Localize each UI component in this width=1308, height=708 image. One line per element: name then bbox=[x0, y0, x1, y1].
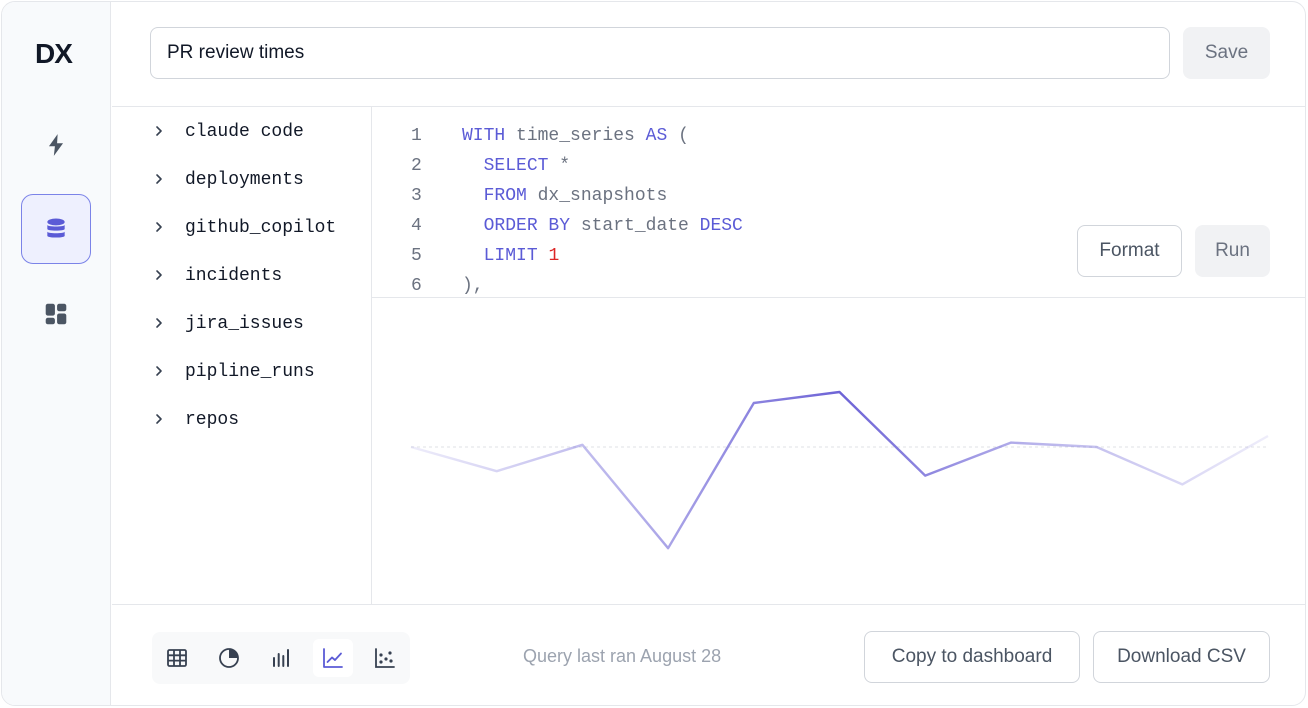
code-text: WITH time_series AS ( bbox=[462, 121, 689, 151]
format-button[interactable]: Format bbox=[1077, 225, 1182, 277]
table-tree-item[interactable]: repos bbox=[112, 396, 372, 444]
nav-database-button[interactable] bbox=[21, 194, 91, 264]
lightning-icon bbox=[48, 134, 64, 156]
query-title-input[interactable] bbox=[150, 27, 1170, 79]
header-divider bbox=[112, 106, 1305, 107]
code-token: FROM bbox=[483, 186, 527, 206]
scatter-chart-icon bbox=[375, 648, 395, 668]
code-token: 1 bbox=[548, 246, 560, 266]
line-number: 2 bbox=[411, 156, 422, 176]
nav-dashboard-button[interactable] bbox=[21, 279, 91, 349]
code-token: * bbox=[548, 156, 571, 176]
code-token: WITH bbox=[462, 126, 506, 146]
code-text: FROM dx_snapshots bbox=[462, 181, 668, 211]
table-name: incidents bbox=[185, 266, 283, 286]
nav-lightning-button[interactable] bbox=[21, 110, 91, 180]
line-number: 3 bbox=[411, 186, 422, 206]
code-token: SELECT bbox=[483, 156, 549, 176]
line-chart-icon bbox=[323, 648, 343, 668]
table-tree-item[interactable]: jira_issues bbox=[112, 300, 372, 348]
table-tree-item[interactable]: claude code bbox=[112, 108, 372, 156]
code-token: LIMIT bbox=[483, 246, 538, 266]
table-name: repos bbox=[185, 410, 240, 430]
code-token bbox=[538, 246, 549, 266]
code-token: dx_snapshots bbox=[526, 186, 668, 206]
tree-divider bbox=[371, 107, 372, 605]
sql-editor[interactable]: 1 WITH time_series AS (2 SELECT * 3 FROM d… bbox=[373, 108, 1305, 298]
viz-pie-button[interactable] bbox=[209, 639, 249, 677]
table-tree-item[interactable]: github_copilot bbox=[112, 204, 372, 252]
code-token bbox=[462, 186, 484, 206]
last-run-status: Query last ran August 28 bbox=[523, 646, 722, 666]
table-name: pipline_runs bbox=[185, 362, 315, 382]
database-icon bbox=[47, 218, 65, 238]
svg-text:DX: DX bbox=[35, 38, 73, 68]
chevron-right-icon bbox=[156, 126, 162, 136]
viz-bar-button[interactable] bbox=[261, 639, 301, 677]
copy-to-dashboard-button[interactable]: Copy to dashboard bbox=[864, 631, 1080, 683]
viz-line-button[interactable] bbox=[313, 639, 353, 677]
editor-divider bbox=[372, 297, 1305, 298]
code-text: SELECT * bbox=[462, 151, 570, 181]
code-token: time_series bbox=[505, 126, 646, 146]
chevron-right-icon bbox=[156, 270, 162, 280]
line-chart bbox=[410, 390, 1269, 550]
footer-divider bbox=[112, 604, 1305, 605]
line-number: 1 bbox=[411, 126, 422, 146]
code-token bbox=[462, 246, 484, 266]
table-view-icon bbox=[167, 649, 187, 667]
chevron-right-icon bbox=[156, 366, 162, 376]
code-text: LIMIT 1 bbox=[462, 241, 560, 271]
bar-chart-icon bbox=[273, 649, 289, 667]
chart-series-line bbox=[410, 390, 1269, 550]
save-button[interactable]: Save bbox=[1183, 27, 1270, 79]
code-token: AS bbox=[645, 126, 668, 146]
code-text: ), bbox=[462, 271, 484, 298]
chevron-right-icon bbox=[156, 174, 162, 184]
table-tree-item[interactable]: pipline_runs bbox=[112, 348, 372, 396]
code-token: DESC bbox=[699, 216, 743, 236]
table-tree-item[interactable]: deployments bbox=[112, 156, 372, 204]
table-name: deployments bbox=[185, 170, 304, 190]
pie-chart-icon bbox=[219, 648, 239, 668]
dx-logo: DX bbox=[35, 38, 74, 68]
code-token bbox=[462, 216, 484, 236]
table-name: jira_issues bbox=[185, 314, 304, 334]
download-csv-button[interactable]: Download CSV bbox=[1093, 631, 1270, 683]
table-name: claude code bbox=[185, 122, 304, 142]
chevron-right-icon bbox=[156, 414, 162, 424]
chevron-right-icon bbox=[156, 318, 162, 328]
chevron-right-icon bbox=[156, 222, 162, 232]
line-number: 5 bbox=[411, 246, 422, 266]
table-tree-item[interactable]: incidents bbox=[112, 252, 372, 300]
code-text: ORDER BY start_date DESC bbox=[462, 211, 743, 241]
nav-rail: DX bbox=[2, 2, 111, 705]
viz-type-selector bbox=[152, 632, 410, 684]
run-button[interactable]: Run bbox=[1195, 225, 1270, 277]
code-token: ORDER BY bbox=[483, 216, 571, 236]
code-token: ), bbox=[462, 276, 484, 296]
line-number: 4 bbox=[411, 216, 422, 236]
line-number: 6 bbox=[411, 276, 422, 296]
dashboard-icon bbox=[45, 303, 67, 325]
code-token: ( bbox=[667, 126, 689, 146]
code-token: start_date bbox=[570, 216, 700, 236]
table-name: github_copilot bbox=[185, 218, 337, 238]
viz-scatter-button[interactable] bbox=[365, 639, 405, 677]
viz-table-button[interactable] bbox=[157, 639, 197, 677]
code-token bbox=[462, 156, 484, 176]
